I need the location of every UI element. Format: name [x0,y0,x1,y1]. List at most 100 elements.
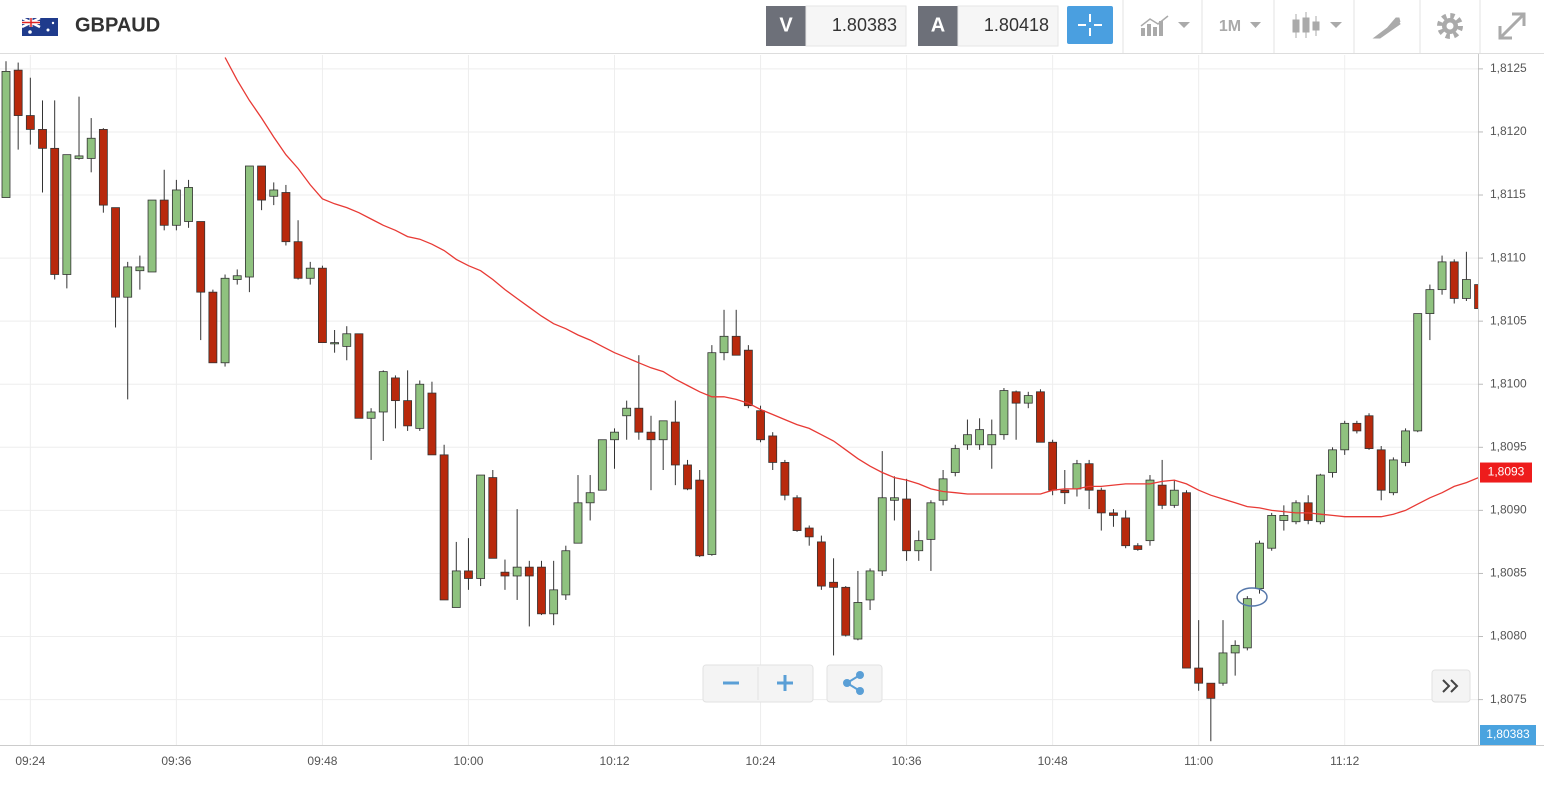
candle-body [391,377,400,402]
candle-body [890,497,899,501]
candle-body [1242,598,1252,649]
candle-body [1036,391,1045,443]
candle-body [1084,463,1094,491]
candle-body [1425,289,1435,314]
candle-body [1072,463,1082,490]
symbol: GBPAUD [75,14,160,36]
candle-body [62,154,72,275]
candle-body [220,277,230,364]
candle-body [196,221,206,293]
bid: 1.80383 [832,15,897,35]
ma-value-label: 1,8093 [1488,465,1525,479]
candle-type-button[interactable] [1292,12,1342,38]
bid-tag-bg [766,6,806,46]
candle-body [135,266,145,272]
ask-box[interactable] [957,5,1059,47]
fullscreen-button[interactable] [1498,12,1526,40]
price-marker [1236,587,1268,607]
candle-body [1145,479,1155,542]
candle-body [208,291,218,364]
candle-body [1,70,11,198]
x-tick-label: 09:48 [307,754,337,768]
candle-body [1437,261,1447,291]
candle-body [670,421,680,466]
candle-body [1194,667,1204,684]
candle-body [914,540,924,552]
candle-body [171,189,181,226]
x-tick-label: 10:36 [892,754,922,768]
candle-body [293,241,303,279]
candle-body [1206,682,1216,699]
candle-body [1449,261,1459,299]
candle-body [719,335,729,354]
flag [21,16,58,36]
candle-body [403,400,413,427]
zoom-controls [702,664,814,703]
candle-body [244,165,254,278]
candle-body [1121,517,1131,547]
scroll-right-button[interactable] [1431,669,1471,703]
bid-tag: V [779,14,793,36]
candle-body [902,498,911,552]
candle-body [269,189,279,197]
settings-button[interactable] [1437,13,1463,39]
candle-body [707,352,717,555]
candle-body [464,570,473,579]
candle-body [646,431,656,441]
crosshair-button[interactable] [1067,6,1113,44]
candle-body [305,267,315,279]
candle-body [792,497,802,531]
candle-body [926,502,936,540]
x-tick-label: 10:24 [746,754,776,768]
candle-body [999,390,1009,436]
candle-body [829,581,838,588]
candle-body [318,267,327,344]
candle-body [147,199,157,273]
y-tick-label: 1,8075 [1490,692,1527,706]
y-tick-label: 1,8105 [1490,313,1527,327]
candle-body [427,392,437,456]
candle-body [1023,395,1033,404]
candle-body [950,448,960,473]
bid-box[interactable] [805,5,907,47]
candle-body [853,602,863,640]
candle-body [597,439,607,491]
candle-body [695,479,705,557]
candle-body [111,207,120,298]
candle-body [257,165,266,201]
ask: 1.80418 [984,15,1049,35]
candle-body [184,187,193,222]
candle-body [804,527,814,538]
timeframe[interactable]: 1M [1219,18,1241,35]
candle-body [1462,279,1471,299]
candle-body [610,431,619,441]
candle-body [683,464,692,490]
candle-body [330,342,339,345]
candle-body [1096,489,1106,514]
candle-body [1388,459,1398,494]
candle-body [1376,449,1386,491]
share-button[interactable] [826,664,883,703]
chart-type-button[interactable] [1140,15,1190,36]
candle-body [1340,422,1350,451]
candle-body [159,199,169,226]
candle-body [877,497,887,572]
candle-body [451,570,461,608]
x-tick-label: 10:48 [1038,754,1068,768]
x-tick-label: 09:36 [161,754,191,768]
candle-body [1279,515,1289,521]
timeframe-caret [1250,22,1261,28]
candle-body [1169,489,1179,506]
x-tick-label: 11:12 [1330,754,1359,768]
candle-body [816,541,826,587]
candle-body [1303,502,1313,521]
candle-body [658,420,668,441]
y-tick-label: 1,8125 [1490,61,1527,75]
candle-body [476,474,486,579]
ma-value-tag [1480,462,1532,483]
candle-body [1413,313,1423,432]
draw-button[interactable] [1372,17,1401,39]
candle-body [524,566,534,577]
grid [0,55,1478,745]
